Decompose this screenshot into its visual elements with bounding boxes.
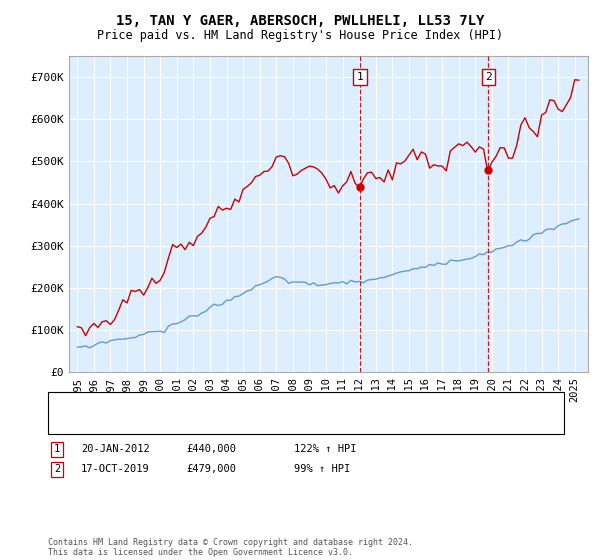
Text: Price paid vs. HM Land Registry's House Price Index (HPI): Price paid vs. HM Land Registry's House … bbox=[97, 29, 503, 42]
Text: 99% ↑ HPI: 99% ↑ HPI bbox=[294, 464, 350, 474]
Text: 2: 2 bbox=[485, 72, 492, 82]
Text: ———: ——— bbox=[60, 416, 85, 429]
Text: 122% ↑ HPI: 122% ↑ HPI bbox=[294, 444, 356, 454]
Text: 15, TAN Y GAER, ABERSOCH, PWLLHELI, LL53 7LY: 15, TAN Y GAER, ABERSOCH, PWLLHELI, LL53… bbox=[116, 14, 484, 28]
Text: 20-JAN-2012: 20-JAN-2012 bbox=[81, 444, 150, 454]
Text: Contains HM Land Registry data © Crown copyright and database right 2024.
This d: Contains HM Land Registry data © Crown c… bbox=[48, 538, 413, 557]
Text: 2: 2 bbox=[54, 464, 60, 474]
Text: 1: 1 bbox=[54, 444, 60, 454]
Text: ———: ——— bbox=[60, 396, 85, 411]
Text: £440,000: £440,000 bbox=[186, 444, 236, 454]
Text: 15, TAN Y GAER, ABERSOCH, PWLLHELI, LL53 7LY (detached house): 15, TAN Y GAER, ABERSOCH, PWLLHELI, LL53… bbox=[93, 399, 474, 409]
Text: £479,000: £479,000 bbox=[186, 464, 236, 474]
Text: HPI: Average price, detached house, Gwynedd: HPI: Average price, detached house, Gwyn… bbox=[93, 417, 362, 427]
Text: 17-OCT-2019: 17-OCT-2019 bbox=[81, 464, 150, 474]
Text: 1: 1 bbox=[356, 72, 364, 82]
